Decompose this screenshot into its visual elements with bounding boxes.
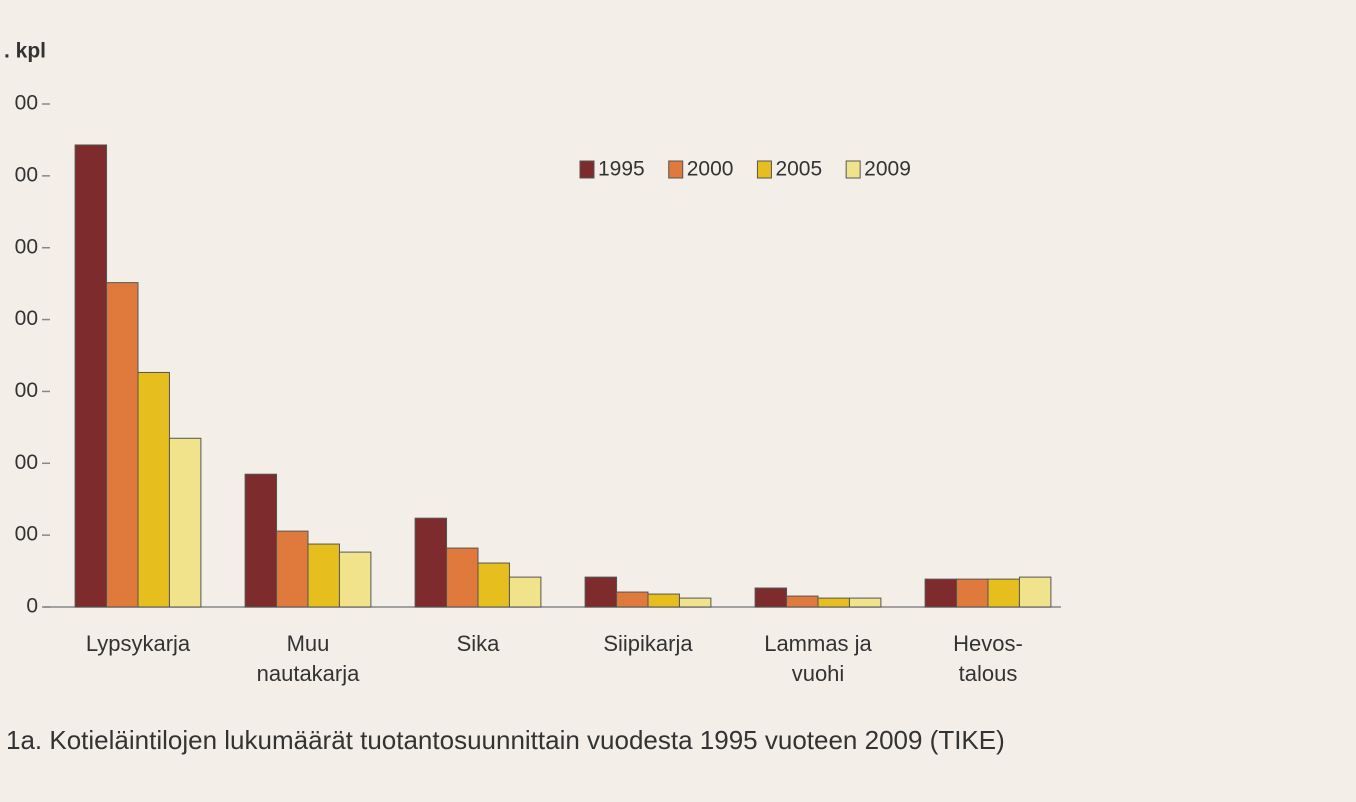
legend-swatch <box>756 160 772 179</box>
y-tick-label: 00 <box>15 163 38 186</box>
y-tick-label: 00 <box>15 235 38 258</box>
bar <box>924 578 958 608</box>
x-tick-label: Lypsykarja <box>85 631 191 656</box>
y-tick-label: 00 <box>15 92 38 115</box>
x-tick-label: Sika <box>456 631 500 656</box>
bar <box>106 282 139 608</box>
y-tick-label: 00 <box>15 523 38 546</box>
legend-swatch <box>845 160 861 179</box>
bar <box>74 144 108 608</box>
bar <box>987 578 1020 608</box>
bar <box>307 543 340 608</box>
bar <box>137 371 170 608</box>
bar <box>1018 576 1052 608</box>
bar <box>276 530 309 608</box>
y-tick-label: 00 <box>15 307 38 330</box>
bar <box>414 517 448 608</box>
legend-label: 2009 <box>864 158 911 181</box>
bar <box>956 578 989 608</box>
legend-label: 2000 <box>687 158 734 181</box>
bar <box>508 576 542 608</box>
bar <box>848 597 882 608</box>
bar <box>244 473 278 608</box>
y-tick-label: 00 <box>15 379 38 402</box>
legend-label: 2005 <box>775 158 822 181</box>
legend-label: 1995 <box>598 158 645 181</box>
bar <box>616 591 649 608</box>
y-tick-label: 0 <box>26 595 38 618</box>
legend-swatch <box>668 160 684 179</box>
legend-swatch <box>579 160 595 179</box>
x-tick-label: Lammas ja vuohi <box>764 631 872 686</box>
caption: 1a. Kotieläintilojen lukumäärät tuotanto… <box>6 725 1005 755</box>
y-tick-label: 00 <box>15 451 38 474</box>
bar <box>477 562 510 608</box>
bar <box>786 595 819 608</box>
bar <box>584 576 618 608</box>
bar <box>168 437 202 608</box>
bar <box>678 597 712 608</box>
bar <box>338 551 372 608</box>
x-tick-label: Hevos- talous <box>953 631 1023 686</box>
x-tick-label: Muu nautakarja <box>256 631 360 686</box>
x-tick-label: Siipikarja <box>603 631 693 656</box>
bar <box>754 587 788 608</box>
bar <box>647 593 680 608</box>
bar <box>817 597 850 608</box>
bar <box>446 547 479 608</box>
y-axis-label: . kpl <box>4 40 46 63</box>
